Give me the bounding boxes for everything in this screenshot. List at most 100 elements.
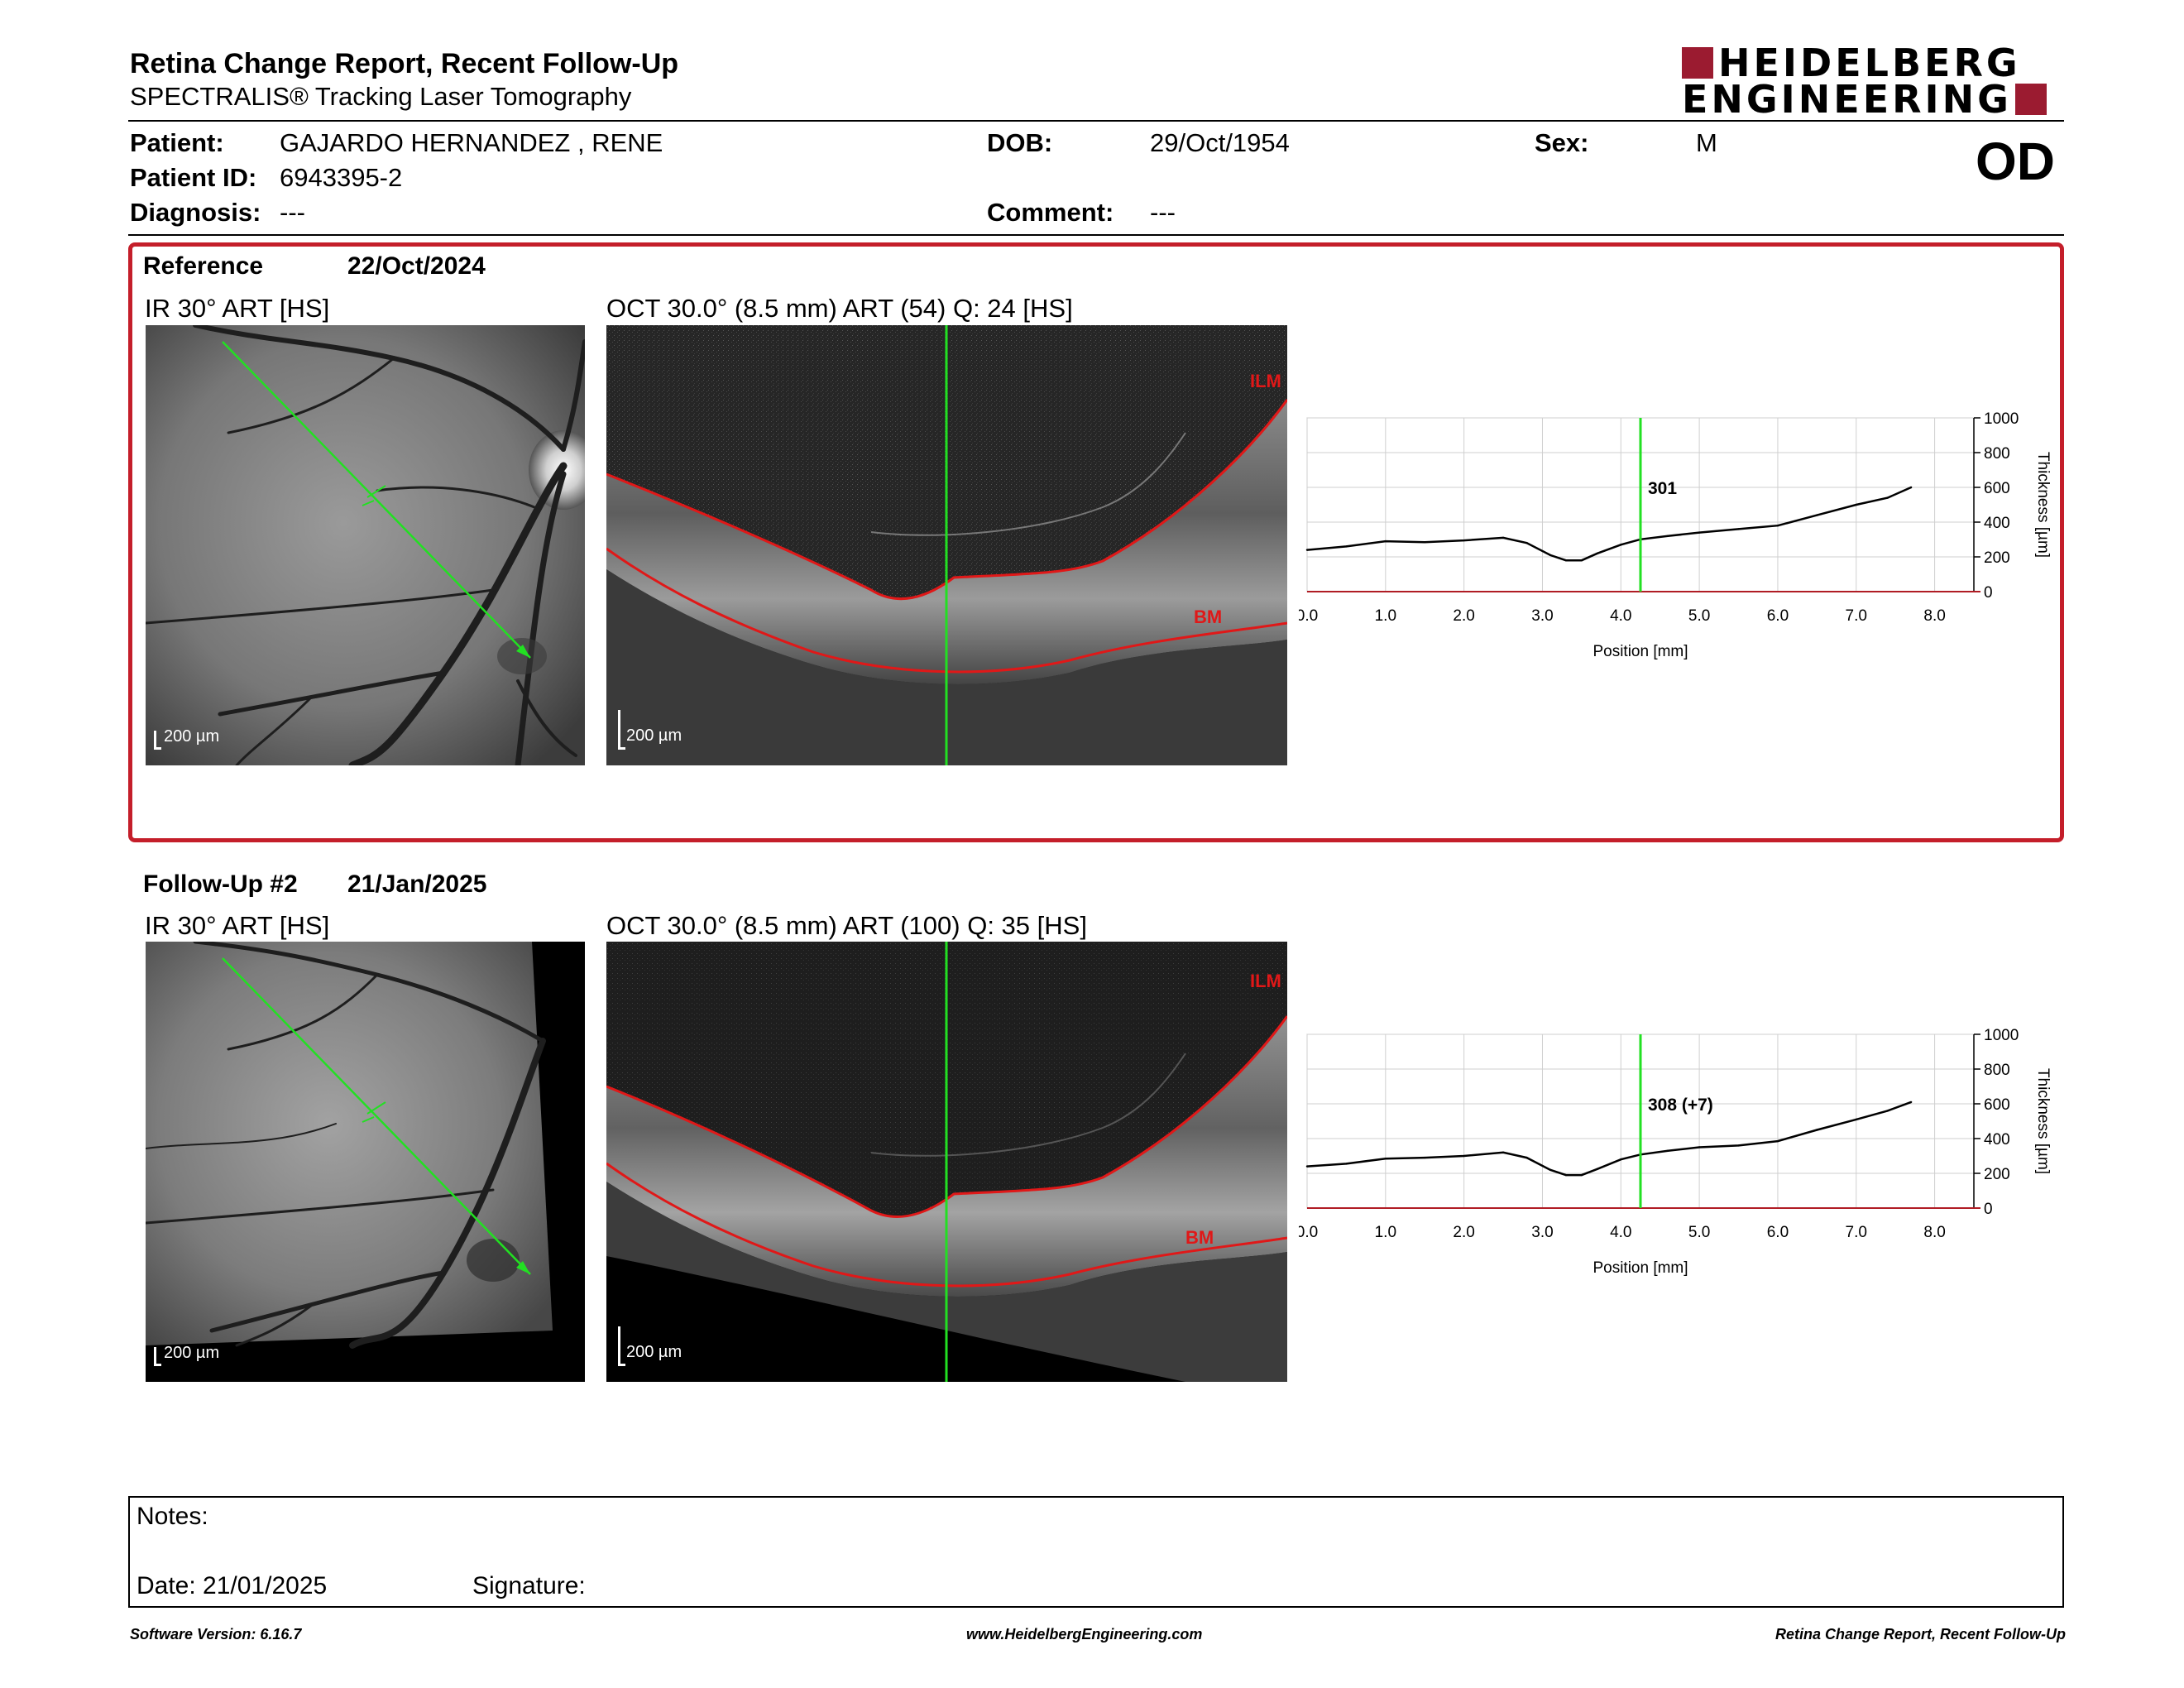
logo-square-icon <box>1682 47 1713 79</box>
y-tick-label: 800 <box>1984 445 2010 463</box>
notes-box[interactable]: Notes: Date: 21/01/2025 Signature: <box>128 1496 2064 1608</box>
comment-label: Comment: <box>987 198 1114 227</box>
thickness-data-point <box>1305 549 1309 551</box>
thickness-data-point <box>1855 503 1857 506</box>
y-tick-label: 200 <box>1984 1166 2010 1183</box>
followup-label: Follow-Up #2 <box>143 870 298 898</box>
header-divider <box>128 120 2064 122</box>
thickness-data-point <box>1384 1157 1387 1160</box>
y-tick-label: 400 <box>1984 515 2010 532</box>
followup-ilm-label: ILM <box>1250 971 1281 991</box>
thickness-data-point <box>1549 1168 1552 1171</box>
y-tick-label: 1000 <box>1984 410 2019 428</box>
x-tick-label: 5.0 <box>1688 607 1710 625</box>
y-tick-label: 0 <box>1984 584 1993 602</box>
eye-indicator: OD <box>1976 132 2055 191</box>
reference-date: 22/Oct/2024 <box>347 252 486 280</box>
scale-bar-icon <box>154 731 161 750</box>
followup-ir-image: 200 µm <box>146 942 585 1382</box>
x-axis-label: Position [mm] <box>1592 1259 1688 1277</box>
reference-ilm-label: ILM <box>1250 371 1281 391</box>
x-tick-label: 0.0 <box>1299 1224 1318 1241</box>
x-tick-label: 1.0 <box>1375 607 1396 625</box>
thickness-data-point <box>1909 486 1913 489</box>
thickness-data-point <box>1502 536 1505 539</box>
reference-ir-image: 200 µm <box>146 325 585 765</box>
y-tick-label: 200 <box>1984 549 2010 567</box>
sex-value: M <box>1696 128 1717 157</box>
thickness-data-point <box>1698 531 1701 534</box>
thickness-data-point <box>1463 1154 1465 1158</box>
thickness-data-point <box>1776 525 1779 527</box>
thickness-data-point <box>1666 535 1669 537</box>
thickness-data-point <box>1909 1101 1913 1104</box>
reference-label: Reference <box>143 252 264 280</box>
reference-oct-caption: OCT 30.0° (8.5 mm) ART (54) Q: 24 [HS] <box>606 294 1073 323</box>
report-title: Retina Change Report, Recent Follow-Up <box>130 48 679 79</box>
thickness-data-point <box>1564 1173 1568 1177</box>
scale-bar-icon <box>154 1347 161 1366</box>
followup-bm-label: BM <box>1185 1227 1214 1248</box>
reference-ir-caption: IR 30° ART [HS] <box>145 294 330 323</box>
thickness-data-point <box>1816 1129 1818 1131</box>
x-tick-label: 6.0 <box>1767 607 1789 625</box>
thickness-data-point <box>1886 1110 1889 1112</box>
notes-label: Notes: <box>136 1503 208 1530</box>
thickness-data-point <box>1596 552 1599 554</box>
thickness-data-point <box>1525 542 1528 544</box>
y-tick-label: 0 <box>1984 1201 1993 1218</box>
thickness-data-point <box>1564 559 1568 562</box>
notes-date: Date: 21/01/2025 <box>136 1572 328 1599</box>
thickness-data-point <box>1345 1163 1348 1165</box>
x-tick-label: 2.0 <box>1453 1224 1474 1241</box>
y-tick-label: 800 <box>1984 1062 2010 1079</box>
x-tick-label: 7.0 <box>1846 1224 1867 1241</box>
dob-value: 29/Oct/1954 <box>1150 128 1290 157</box>
thickness-data-point <box>1666 1149 1669 1152</box>
reference-thickness-chart: 0.0 1.0 2.0 3.0 4.0 5.0 6.0 7.0 8.0 0 200 400 600 800… <box>1299 410 2052 660</box>
x-axis-label: Position [mm] <box>1592 643 1688 660</box>
reference-oct-scale: 200 µm <box>626 727 682 745</box>
marker-value-label: 308 (+7) <box>1648 1096 1713 1115</box>
patient-label: Patient: <box>130 128 224 157</box>
report-subtitle: SPECTRALIS® Tracking Laser Tomography <box>130 82 632 111</box>
comment-value: --- <box>1150 198 1176 227</box>
x-tick-label: 3.0 <box>1531 607 1553 625</box>
thickness-data-point <box>1620 1158 1622 1161</box>
thickness-data-point <box>1580 559 1583 562</box>
footer-software-version: Software Version: 6.16.7 <box>130 1626 302 1642</box>
signature-label: Signature: <box>472 1572 586 1599</box>
marker-value-label: 301 <box>1648 479 1677 498</box>
x-tick-label: 0.0 <box>1299 607 1318 625</box>
x-tick-label: 8.0 <box>1923 607 1945 625</box>
thickness-data-point <box>1596 1168 1599 1170</box>
followup-oct-image: ILM BM 200 µm <box>606 942 1287 1382</box>
footer-website-link[interactable]: www.HeidelbergEngineering.com <box>966 1626 1203 1642</box>
followup-oct-caption: OCT 30.0° (8.5 mm) ART (100) Q: 35 [HS] <box>606 911 1087 940</box>
thickness-data-point <box>1463 539 1465 542</box>
followup-oct-scale: 200 µm <box>626 1343 682 1361</box>
thickness-data-point <box>1305 1165 1309 1168</box>
sex-label: Sex: <box>1535 128 1589 157</box>
reference-section <box>128 242 2064 842</box>
diagnosis-label: Diagnosis: <box>130 198 261 227</box>
thickness-data-point <box>1424 540 1426 544</box>
thickness-data-point <box>1424 1156 1426 1159</box>
patient-id-label: Patient ID: <box>130 163 257 192</box>
thickness-data-point <box>1776 1139 1779 1143</box>
followup-ir-scale: 200 µm <box>164 1344 220 1362</box>
patient-id-value: 6943395-2 <box>280 163 403 192</box>
thickness-data-point <box>1549 554 1552 557</box>
patient-name: GAJARDO HERNANDEZ , RENE <box>280 128 663 157</box>
followup-ir-caption: IR 30° ART [HS] <box>145 911 330 940</box>
y-tick-label: 600 <box>1984 480 2010 497</box>
x-tick-label: 8.0 <box>1923 1224 1945 1241</box>
thickness-data-point <box>1737 1144 1740 1147</box>
thickness-data-point <box>1698 1146 1701 1149</box>
x-tick-label: 6.0 <box>1767 1224 1789 1241</box>
thickness-data-point <box>1620 544 1622 546</box>
thickness-data-point <box>1384 539 1387 543</box>
x-tick-label: 7.0 <box>1846 607 1867 625</box>
y-tick-label: 600 <box>1984 1096 2010 1114</box>
x-tick-label: 1.0 <box>1375 1224 1396 1241</box>
